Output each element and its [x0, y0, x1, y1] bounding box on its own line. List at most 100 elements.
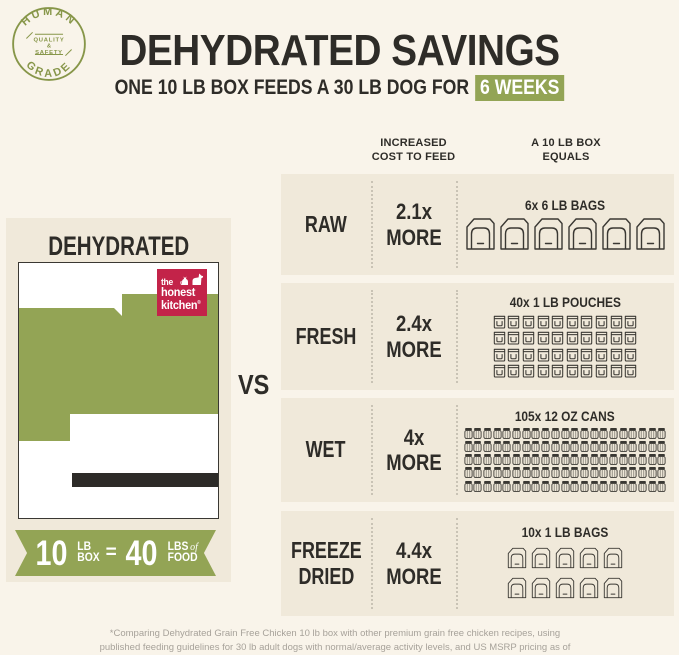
pouch-icon [624, 347, 637, 362]
can-icon [512, 427, 521, 440]
row-cost-text: 4.4x MORE [385, 538, 442, 589]
can-icon [531, 427, 540, 440]
can-icon [473, 453, 482, 466]
can-icon [619, 453, 628, 466]
pouch-icon [610, 347, 623, 362]
can-icon [464, 453, 473, 466]
pouch-icon [493, 314, 506, 329]
column-divider [456, 518, 458, 609]
can-icon [522, 440, 531, 453]
can-icon [570, 440, 579, 453]
can-icon [493, 480, 502, 493]
can-icon [531, 453, 540, 466]
panel-title-text: DEHYDRATED [47, 231, 189, 261]
can-icon [657, 440, 666, 453]
can-icon [512, 466, 521, 479]
can-icon [628, 453, 637, 466]
pouch-icon [551, 347, 564, 362]
column-divider [371, 290, 373, 383]
pouch-icon [537, 363, 550, 378]
row-items-label: 105x 12 OZ CANS [515, 407, 615, 424]
pouch-icon [624, 314, 637, 329]
pouch-icon [566, 347, 579, 362]
can-icon [541, 427, 550, 440]
can-icon [551, 427, 560, 440]
can-icon [560, 480, 570, 493]
row-items: 6x 6 LB BAGS [456, 174, 674, 275]
table-row-freeze-dried: FREEZE DRIED 4.4x MORE 10x 1 LB BAGS [281, 511, 674, 616]
can-icon [522, 453, 531, 466]
column-divider [456, 405, 458, 495]
pouch-icon [522, 363, 535, 378]
can-icon [551, 440, 560, 453]
column-divider [371, 181, 373, 268]
can-icon [473, 427, 482, 440]
row-label-text: WET [306, 436, 346, 463]
row-label-text: FREEZE DRIED [290, 537, 362, 589]
pouch-icon [566, 314, 579, 329]
product-box: the honest kitchen® [18, 262, 219, 519]
honest-kitchen-logo: the honest kitchen® [157, 269, 207, 316]
bag-icon [567, 217, 598, 251]
can-icon [502, 480, 511, 493]
pouch-icon [507, 314, 520, 329]
column-divider [456, 290, 458, 383]
svg-text:SAFETY: SAFETY [35, 50, 63, 56]
can-icon [560, 453, 570, 466]
bag-icon [635, 217, 666, 251]
six-weeks-highlight: 6 WEEKS [474, 74, 565, 101]
logo-text: the honest kitchen® [161, 277, 201, 313]
bag-icon [507, 545, 527, 571]
logo-line-kitchen: kitchen® [161, 300, 201, 313]
can-icon [580, 453, 589, 466]
bag-icon [499, 217, 530, 251]
page-subtitle: ONE 10 LB BOX FEEDS A 30 LB DOG FOR 6 WEE… [54, 74, 624, 101]
can-icon [570, 453, 579, 466]
can-icon [599, 466, 608, 479]
can-icon [560, 427, 570, 440]
pouch-icon [507, 363, 520, 378]
can-icon [483, 440, 492, 453]
can-icon [657, 480, 666, 493]
can-icon [638, 466, 647, 479]
can-icon [522, 466, 531, 479]
svg-text:HUMAN: HUMAN [19, 6, 79, 28]
ribbon-box: BOX [76, 552, 100, 564]
can-icon [648, 480, 657, 493]
can-icon [464, 427, 473, 440]
dehydrated-panel: DEHYDRATED the honest kitchen® 10 [6, 218, 231, 582]
icon-grid [463, 216, 668, 253]
ribbon-qty-40: 40 [125, 533, 158, 573]
can-icon [531, 440, 540, 453]
column-divider [456, 181, 458, 268]
bag-icon [579, 545, 599, 571]
row-label: WET [281, 398, 371, 502]
row-cost-text: 4x MORE [385, 424, 442, 475]
can-icon [483, 453, 492, 466]
can-icon [609, 480, 618, 493]
can-icon [619, 427, 628, 440]
can-icon [580, 427, 589, 440]
ribbon-qty-10: 10 [35, 533, 68, 573]
can-icon [590, 480, 599, 493]
bag-icon [579, 575, 599, 601]
can-icon [560, 466, 570, 479]
can-icon [580, 480, 589, 493]
can-icon [590, 453, 599, 466]
table-row-raw: RAW 2.1x MORE 6x 6 LB BAGS [281, 174, 674, 275]
logo-line-the: the [161, 277, 173, 287]
can-icon [551, 466, 560, 479]
pouch-icon [580, 363, 593, 378]
can-icon [590, 466, 599, 479]
can-icon [483, 466, 492, 479]
pouch-icon [507, 347, 520, 362]
can-icon [599, 480, 608, 493]
ribbon-lbs: LBS [167, 541, 189, 554]
can-icon [580, 466, 589, 479]
can-icon [609, 453, 618, 466]
can-icon [657, 453, 666, 466]
can-icon [493, 427, 502, 440]
can-icon [473, 440, 482, 453]
can-icon [648, 440, 657, 453]
row-items: 40x 1 LB POUCHES [456, 283, 674, 390]
